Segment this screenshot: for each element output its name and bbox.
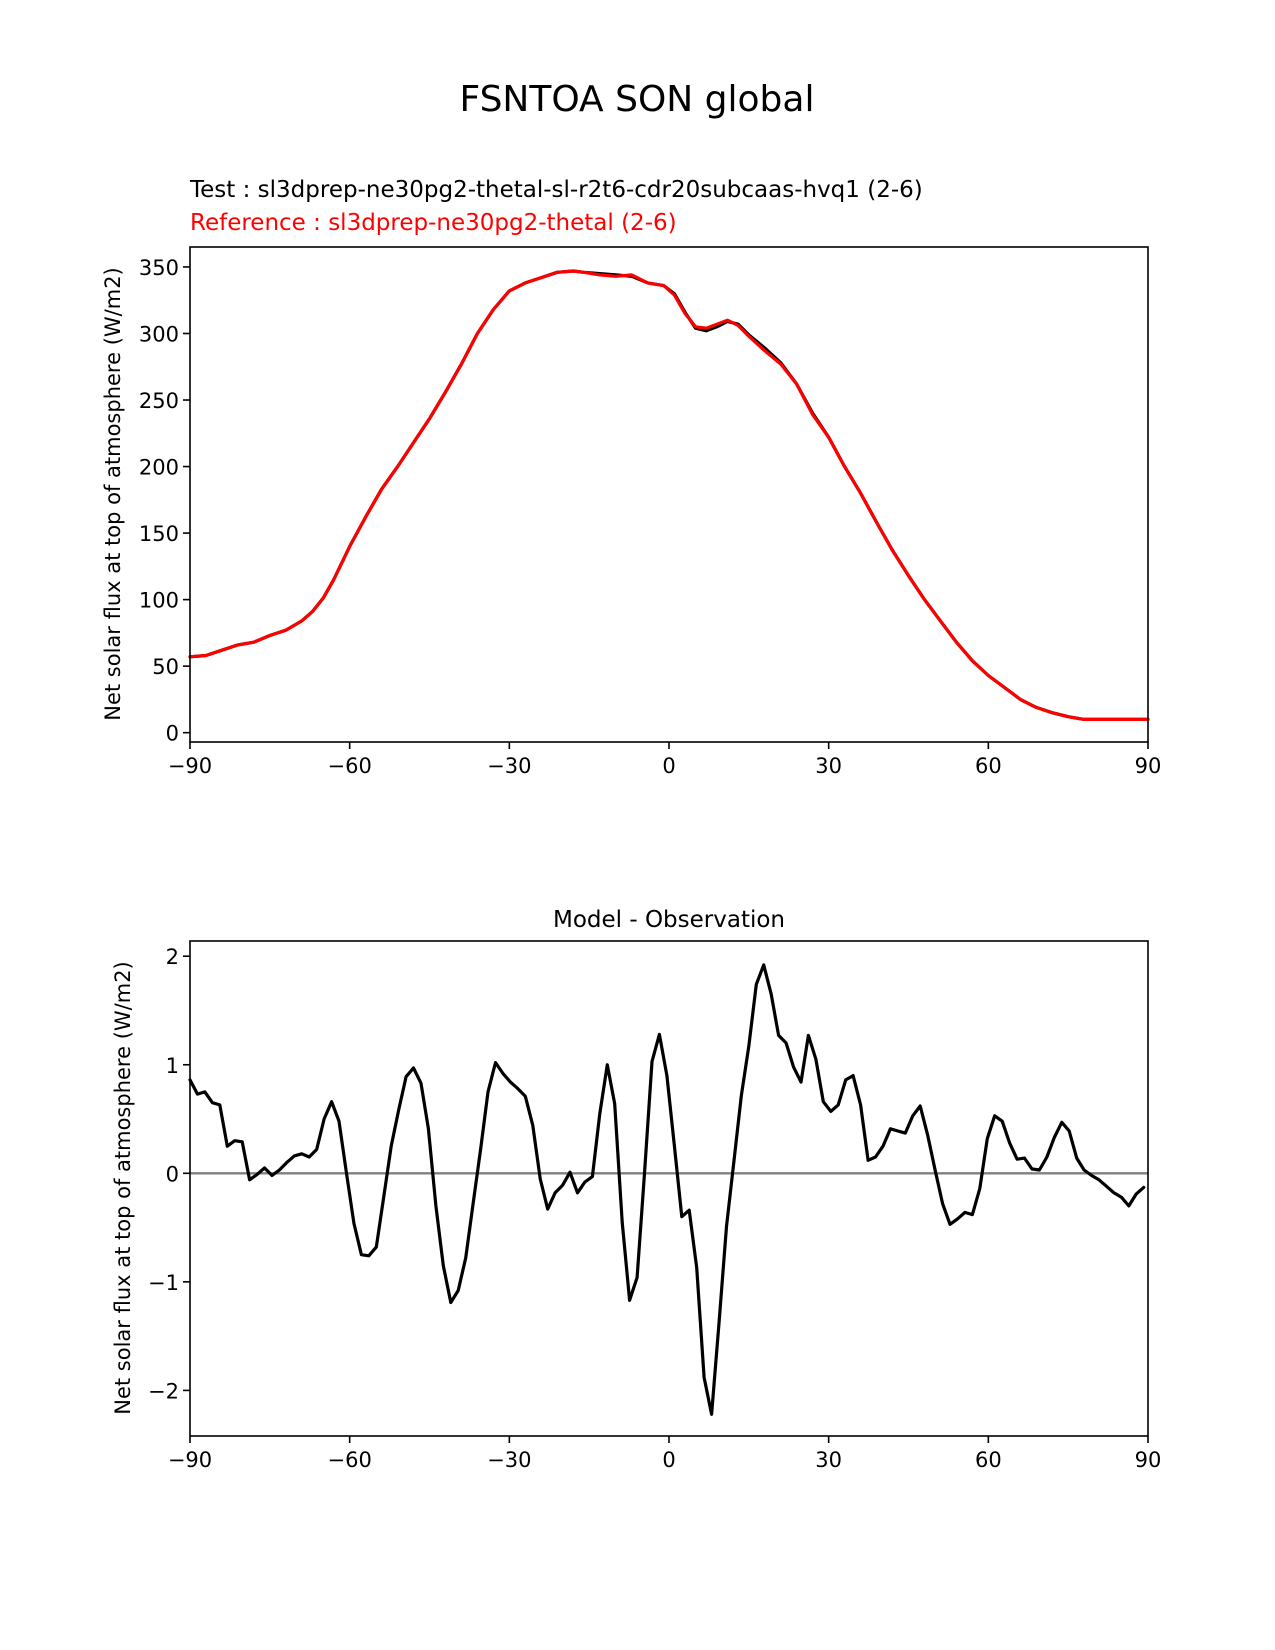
top-x-ticks: −90 −60 −30 0 30 60 90: [168, 742, 1162, 778]
y-tick-label: 300: [139, 322, 179, 346]
bottom-chart: Model - Observation −2 −1 0 1 2 −90 −60 −30 0 30…: [111, 907, 1161, 1472]
y-tick-label: −1: [148, 1271, 179, 1295]
y-tick-label: −2: [148, 1379, 179, 1403]
top-y-ticks: 0 50 100 150 200 250 300 350: [139, 256, 190, 746]
bottom-y-ticks: −2 −1 0 1 2: [148, 945, 190, 1403]
x-tick-label: −30: [487, 754, 531, 778]
bottom-y-axis-label: Net solar flux at top of atmosphere (W/m…: [111, 961, 135, 1414]
top-plot-frame: [189, 246, 1149, 743]
y-tick-label: 0: [166, 1162, 179, 1186]
figure-title: FSNTOA SON global: [460, 79, 815, 120]
series-line-test: [188, 269, 1150, 722]
test-label: Test : sl3dprep-ne30pg2-thetal-sl-r2t6-c…: [189, 177, 923, 203]
x-tick-label: −30: [487, 1448, 531, 1472]
reference-label: Reference : sl3dprep-ne30pg2-thetal (2-6…: [190, 210, 677, 236]
bottom-plot-frame: [189, 940, 1149, 1437]
y-tick-label: 250: [139, 389, 179, 413]
series-line-reference: [188, 269, 1150, 722]
x-tick-label: −90: [168, 754, 212, 778]
bottom-x-ticks: −90 −60 −30 0 30 60 90: [168, 1436, 1162, 1472]
y-tick-label: 0: [166, 722, 179, 746]
x-tick-label: 0: [662, 1448, 675, 1472]
x-tick-label: 90: [1135, 1448, 1162, 1472]
y-tick-label: 200: [139, 456, 179, 480]
y-tick-label: 1: [166, 1054, 179, 1078]
y-tick-label: 350: [139, 256, 179, 280]
x-tick-label: 30: [815, 1448, 842, 1472]
y-tick-label: 100: [139, 589, 179, 613]
series-line-test-reference: [188, 963, 1146, 1416]
x-tick-label: −90: [168, 1448, 212, 1472]
top-chart: Test : sl3dprep-ne30pg2-thetal-sl-r2t6-c…: [101, 177, 1161, 778]
x-tick-label: −60: [328, 754, 372, 778]
x-tick-label: 0: [662, 754, 675, 778]
y-tick-label: 50: [152, 655, 179, 679]
y-tick-label: 150: [139, 522, 179, 546]
x-tick-label: 30: [815, 754, 842, 778]
x-tick-label: −60: [328, 1448, 372, 1472]
x-tick-label: 60: [975, 1448, 1002, 1472]
y-tick-label: 2: [166, 945, 179, 969]
bottom-series-lines: [188, 963, 1146, 1416]
bottom-chart-title: Model - Observation: [553, 907, 785, 933]
x-tick-label: 60: [975, 754, 1002, 778]
x-tick-label: 90: [1135, 754, 1162, 778]
top-series-lines: [188, 269, 1150, 722]
top-y-axis-label: Net solar flux at top of atmosphere (W/m…: [101, 267, 125, 720]
